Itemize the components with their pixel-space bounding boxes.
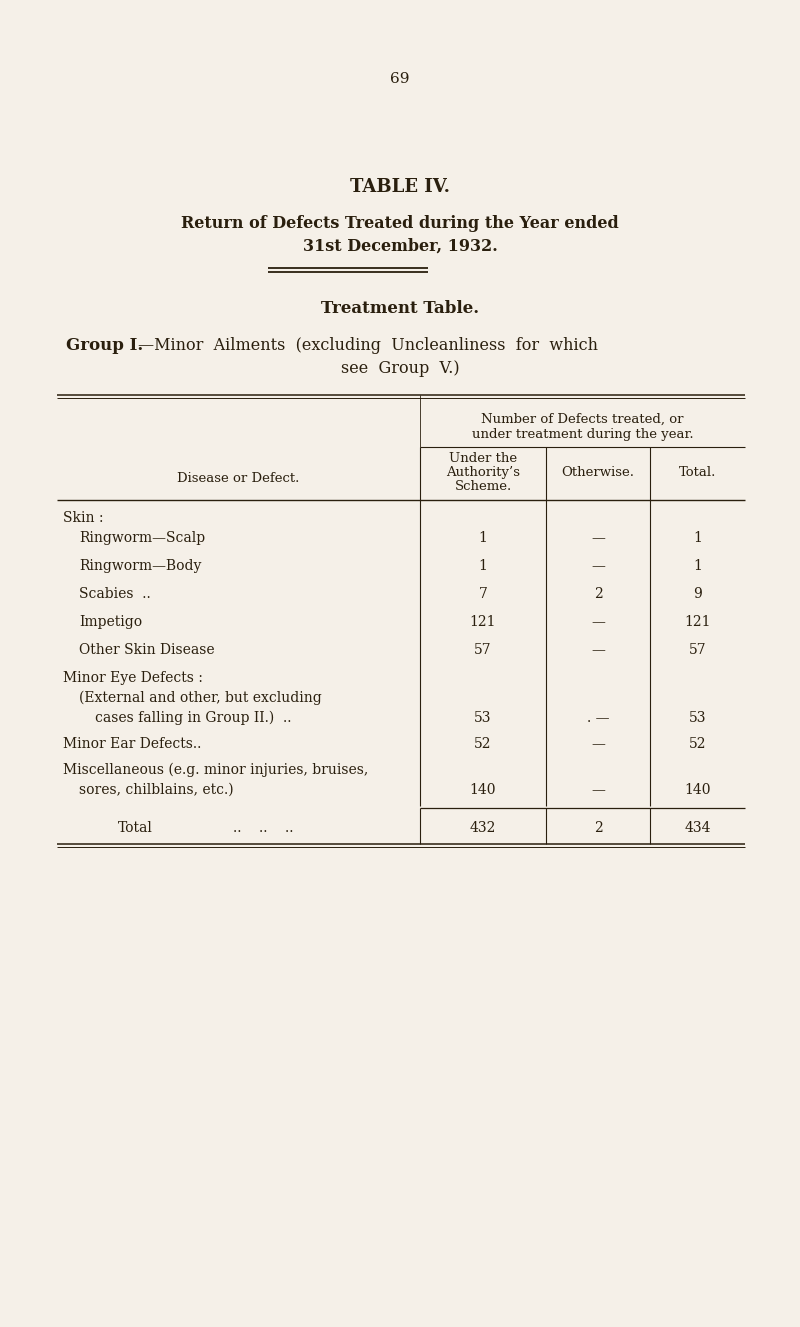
Text: 57: 57 — [474, 644, 492, 657]
Text: —: — — [591, 644, 605, 657]
Text: —: — — [591, 736, 605, 751]
Text: 69: 69 — [390, 72, 410, 86]
Text: Number of Defects treated, or: Number of Defects treated, or — [482, 413, 684, 426]
Text: —: — — [591, 531, 605, 545]
Text: Total.: Total. — [679, 466, 716, 479]
Text: 31st December, 1932.: 31st December, 1932. — [302, 238, 498, 255]
Text: 52: 52 — [689, 736, 706, 751]
Text: 52: 52 — [474, 736, 492, 751]
Text: 53: 53 — [474, 711, 492, 725]
Text: 7: 7 — [478, 587, 487, 601]
Text: 9: 9 — [693, 587, 702, 601]
Text: 1: 1 — [478, 559, 487, 573]
Text: Group I.: Group I. — [66, 337, 143, 354]
Text: Impetigo: Impetigo — [79, 614, 142, 629]
Text: 432: 432 — [470, 821, 496, 835]
Text: Return of Defects Treated during the Year ended: Return of Defects Treated during the Yea… — [181, 215, 619, 232]
Text: 2: 2 — [594, 587, 602, 601]
Text: Minor Ear Defects..: Minor Ear Defects.. — [63, 736, 202, 751]
Text: . —: . — — [586, 711, 610, 725]
Text: Otherwise.: Otherwise. — [562, 466, 634, 479]
Text: Scabies  ..: Scabies .. — [79, 587, 150, 601]
Text: 1: 1 — [693, 531, 702, 545]
Text: 140: 140 — [684, 783, 710, 798]
Text: Under the: Under the — [449, 453, 517, 464]
Text: —: — — [591, 559, 605, 573]
Text: Skin :: Skin : — [63, 511, 103, 525]
Text: Scheme.: Scheme. — [454, 480, 512, 494]
Text: 121: 121 — [470, 614, 496, 629]
Text: Disease or Defect.: Disease or Defect. — [178, 472, 300, 484]
Text: 53: 53 — [689, 711, 706, 725]
Text: Total: Total — [118, 821, 153, 835]
Text: 2: 2 — [594, 821, 602, 835]
Text: sores, chilblains, etc.): sores, chilblains, etc.) — [79, 783, 234, 798]
Text: Ringworm—Body: Ringworm—Body — [79, 559, 202, 573]
Text: 1: 1 — [693, 559, 702, 573]
Text: 121: 121 — [684, 614, 710, 629]
Text: ..    ..    ..: .. .. .. — [233, 821, 294, 835]
Text: —Minor  Ailments  (excluding  Uncleanliness  for  which: —Minor Ailments (excluding Uncleanliness… — [138, 337, 598, 354]
Text: 1: 1 — [478, 531, 487, 545]
Text: (External and other, but excluding: (External and other, but excluding — [79, 691, 322, 706]
Text: 140: 140 — [470, 783, 496, 798]
Text: under treatment during the year.: under treatment during the year. — [472, 429, 694, 441]
Text: cases falling in Group II.)  ..: cases falling in Group II.) .. — [95, 711, 291, 726]
Text: Ringworm—Scalp: Ringworm—Scalp — [79, 531, 205, 545]
Text: 57: 57 — [689, 644, 706, 657]
Text: Other Skin Disease: Other Skin Disease — [79, 644, 214, 657]
Text: Minor Eye Defects :: Minor Eye Defects : — [63, 671, 203, 685]
Text: Authority’s: Authority’s — [446, 466, 520, 479]
Text: TABLE IV.: TABLE IV. — [350, 178, 450, 196]
Text: 434: 434 — [684, 821, 710, 835]
Text: —: — — [591, 614, 605, 629]
Text: Miscellaneous (e.g. minor injuries, bruises,: Miscellaneous (e.g. minor injuries, brui… — [63, 763, 368, 778]
Text: see  Group  V.): see Group V.) — [341, 360, 459, 377]
Text: Treatment Table.: Treatment Table. — [321, 300, 479, 317]
Text: —: — — [591, 783, 605, 798]
